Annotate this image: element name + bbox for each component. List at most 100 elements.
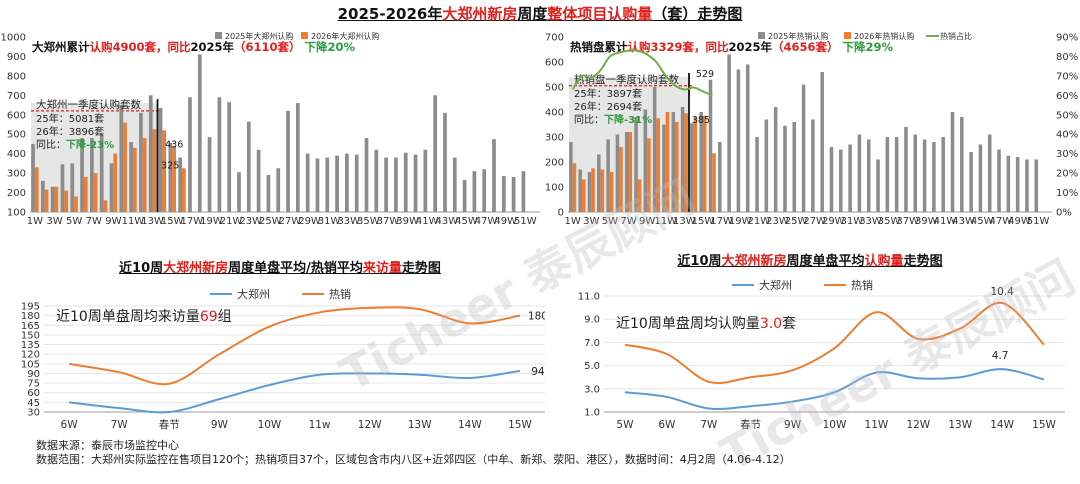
bar-2025 [90,138,94,212]
legend-label: 2026年热销认购 [854,31,914,41]
legend-label: 热销 [329,287,351,301]
bar-2026 [637,179,642,212]
x-tick-label: 14W [458,419,482,431]
q1-box-2025: 25年：3897套 [574,87,642,100]
bar-2025 [286,110,290,212]
average-note-post: 套 [782,316,796,332]
bar-2025 [413,154,418,212]
x-tick-label: 21W [220,216,243,227]
x-tick-label: 29W [298,216,321,227]
bar-2026 [44,189,49,212]
data-label-15w: 436 [165,140,183,151]
x-tick-label: 3W [583,216,599,227]
y-tick-label: 1.0 [584,408,600,419]
bar-2026 [64,190,69,212]
bar-2025 [237,172,241,212]
bar-2026 [628,132,633,212]
bar-2025 [839,149,843,212]
bar-2025 [932,142,936,212]
bar-2025 [1006,155,1011,212]
y-tick-label: 300 [545,133,564,144]
bar-2025 [987,134,992,212]
y-tick-label: 0 [558,208,564,219]
headline-part-4: 2025年 [191,40,235,54]
x-tick-label: 3W [46,216,62,227]
y2-tick-label: 70% [1056,71,1078,82]
y-tick-label: 135 [21,340,40,351]
bar-2025 [866,139,871,212]
bar-2025 [671,112,676,212]
bar-2025 [960,117,964,212]
bar-2025 [295,103,300,212]
x-tick-label: 7W [620,216,636,227]
bar-2025 [569,142,573,212]
x-tick-label: 13W [948,419,972,431]
x-tick-label: 39W [915,216,938,227]
x-tick-label: 49W [494,216,517,227]
bar-2025 [207,137,212,212]
bar-2025 [305,153,310,212]
x-tick-label: 29W [822,216,845,227]
bar-2025 [1015,157,1020,212]
x-tick-label: 51W [1027,216,1050,227]
x-tick-label: 5W [66,216,82,227]
bar-2026 [665,112,670,212]
x-tick-label: 47W [989,216,1012,227]
average-note-pre: 近10周单盘周均来访量 [56,308,200,325]
subs-title-red2: 认购量 [864,254,904,269]
x-tick-label: 15W [508,419,532,431]
headline-part-4: 2025年 [729,40,773,54]
x-tick-label: 49W [1008,216,1031,227]
x-tick-label: 1W [565,216,581,227]
y-tick-label: 9.0 [584,315,600,326]
bar-2026 [74,196,78,212]
average-note: 近10周单盘周均认购量3.0套 [616,315,796,332]
bar-2025 [511,177,516,212]
q1-box-yoy: 同比：下降-31% [574,113,652,126]
bar-2025 [857,134,862,212]
bar-2025 [80,138,84,212]
y2-tick-label: 20% [1056,169,1078,180]
x-tick-label: 春节 [159,419,180,431]
y-tick-label: 400 [545,108,564,119]
bar-2026 [591,168,595,212]
line-hot [624,301,1045,385]
x-tick-label: 5W [602,216,618,227]
x-tick-label: 45W [971,216,994,227]
bar-2025 [452,157,457,212]
x-tick-label: 35W [878,216,901,227]
bar-2025 [148,95,153,212]
bar-2025 [501,176,506,212]
legend-label: 热销 [851,278,873,292]
bar-2026 [172,145,176,212]
x-tick-label: 7W [111,419,129,431]
bar-2025 [922,139,927,212]
x-tick-label: 25W [785,216,808,227]
x-tick-label: 9W [211,419,229,431]
bar-2025 [50,186,55,212]
line-zhengzhou [68,369,521,414]
bar-2025 [119,105,124,212]
bar-2025 [345,153,349,212]
bar-2025 [433,95,438,212]
q1-box-title: 大郑州一季度认购套数 [36,98,141,111]
main-title: 2025-2026年大郑州新房周度整体项目认购量（套）走势图 [0,3,1080,24]
legend-label: 热销占比 [940,31,972,41]
average-note: 近10周单盘周均来访量69组 [56,308,232,325]
end-value-label: 94 [531,366,545,378]
bar-2025 [354,154,359,212]
x-tick-label: 37W [896,216,919,227]
footer-source: 数据来源：泰辰市场监控中心 [36,439,179,452]
y2-tick-label: 60% [1056,91,1078,102]
x-tick-label: 41W [416,216,439,227]
x-tick-label: 15W [1032,419,1056,431]
data-label-15w: 529 [696,69,714,80]
bar-2025 [829,147,834,212]
y-tick-label: 45 [27,398,40,409]
x-tick-label: 11w [309,419,331,431]
bar-2025 [820,72,824,212]
visits-title-red: 大郑州新房 [163,261,229,276]
headline-part-2: 认购3329套 [628,40,695,54]
headline-part-2: 认购4900套 [90,40,157,54]
subscription-chart-title: 近10周大郑州新房周度单盘平均认购量走势图 [580,250,1040,269]
